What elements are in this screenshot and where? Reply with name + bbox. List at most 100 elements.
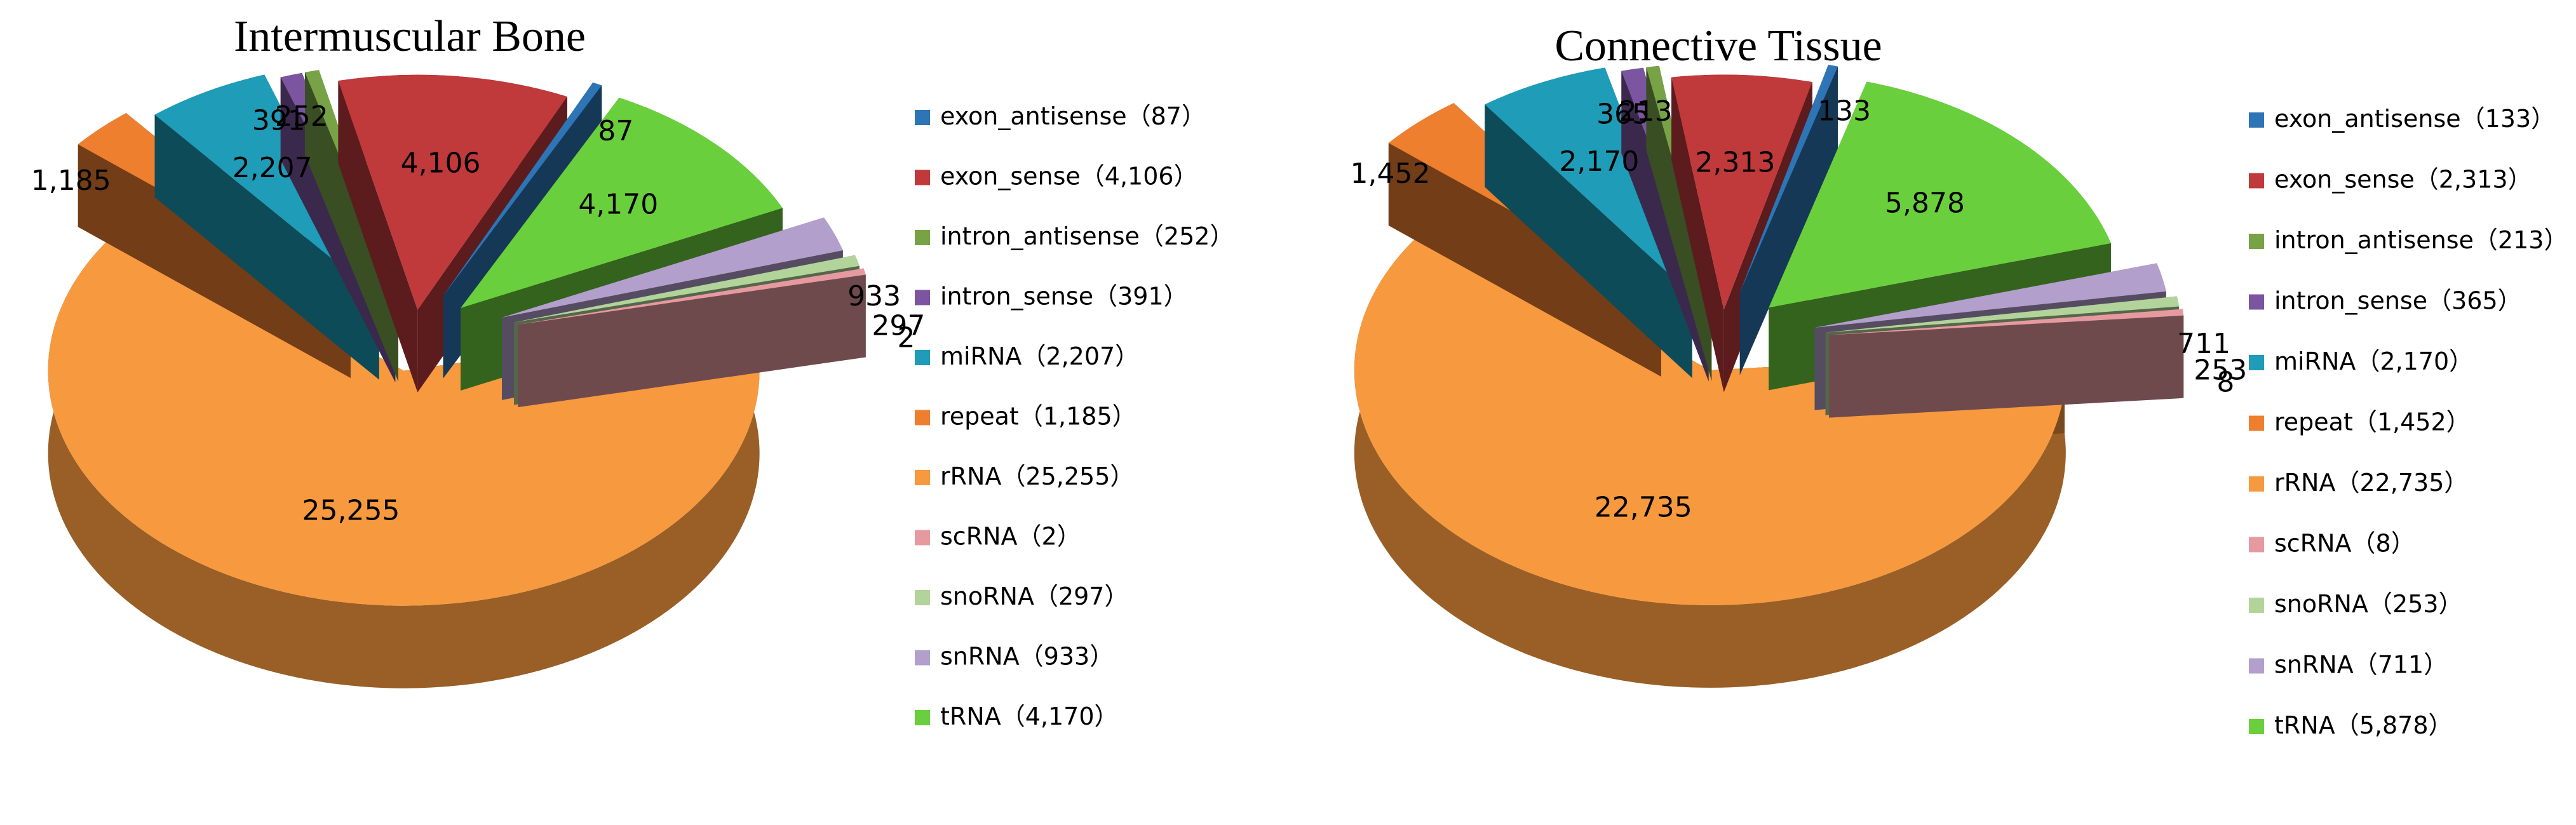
legend-label: snRNA（711） [2274, 651, 2448, 679]
legend: exon_antisense（133） exon_sense（2,313）intr… [2249, 105, 2568, 739]
legend-item-exon-sense: exon_sense（2,313） [2249, 166, 2532, 194]
data-label-repeat: 1,185 [31, 164, 111, 197]
legend-swatch [915, 110, 930, 125]
legend-swatch [2249, 537, 2264, 553]
legend-item-snrna: snRNA（933） [915, 643, 1114, 671]
slice-side [305, 72, 398, 382]
slice-top [1814, 263, 2166, 328]
legend-label: exon_antisense（133） [2274, 105, 2555, 133]
legend-item-intron-sense: intron_sense（391） [915, 283, 1188, 311]
data-label-rrna: 25,255 [302, 494, 400, 527]
legend-item-snorna: snoRNA（253） [2249, 590, 2463, 618]
data-label-trna: 4,170 [578, 189, 658, 221]
legend-swatch [915, 170, 930, 185]
slice-side [1388, 143, 1661, 377]
legend-item-trna: tRNA（4,170） [915, 702, 1119, 730]
data-label-intron-antisense: 252 [275, 100, 328, 133]
slice-side [1646, 67, 1712, 381]
slice-top [1829, 309, 2184, 335]
slice-side [1739, 64, 1829, 375]
legend-label: rRNA（25,255） [940, 462, 1134, 490]
legend-swatch [915, 590, 930, 605]
data-label-exon-antisense: 133 [1817, 95, 1871, 127]
legend-swatch [915, 350, 930, 365]
legend-swatch [915, 410, 930, 426]
legend-label: snRNA（933） [940, 643, 1114, 671]
slice-top [1769, 81, 2111, 308]
pie-slices [48, 70, 866, 688]
legend-label: scRNA（8） [2274, 530, 2415, 558]
legend-label: scRNA（2） [940, 523, 1081, 551]
data-label-trna: 5,878 [1885, 187, 1965, 219]
legend-item-rrna: rRNA（22,735） [2249, 469, 2468, 497]
data-label-snorna: 297 [872, 310, 925, 342]
legend-item-scrna: scRNA（2） [915, 523, 1081, 551]
slice-top [443, 82, 602, 296]
pie-chart-connective-tissue: Connective Tissue 22,73582537115,8781332… [1351, 22, 2568, 739]
legend-label: exon_antisense（87） [940, 102, 1206, 130]
pie-slice-scrna [518, 268, 866, 408]
slice-side [154, 114, 379, 380]
slice-side [78, 144, 351, 379]
legend-swatch [915, 710, 930, 725]
slice-top [1485, 67, 1692, 296]
data-label-scrna: 2 [898, 321, 915, 354]
legend-swatch [2249, 112, 2264, 128]
slice-top [461, 97, 783, 308]
legend-label: exon_sense（2,313） [2274, 166, 2532, 194]
legend-swatch [915, 290, 930, 305]
data-label-repeat: 1,452 [1351, 158, 1431, 190]
legend-label: intron_antisense（213） [2274, 226, 2568, 254]
slice-side [518, 268, 864, 408]
legend-label: rRNA（22,735） [2274, 469, 2468, 497]
legend-label: miRNA（2,207） [940, 342, 1139, 370]
legend-item-exon-antisense: exon_antisense（133） [2249, 105, 2555, 133]
data-label-intron-antisense: 213 [1619, 95, 1672, 128]
legend-swatch [2249, 355, 2264, 370]
legend-label: intron_sense（365） [2274, 287, 2522, 315]
data-label-rrna: 22,735 [1595, 492, 1692, 524]
data-label-intron-sense: 391 [252, 105, 306, 137]
slice-top [1671, 74, 1812, 310]
legend-item-repeat: repeat（1,185） [915, 403, 1136, 431]
legend-item-exon-antisense: exon_antisense（87） [915, 102, 1206, 130]
legend-swatch [2249, 658, 2264, 674]
legend-swatch [2249, 173, 2264, 189]
data-label-snrna: 711 [2177, 328, 2230, 360]
legend-item-mirna: miRNA（2,207） [915, 342, 1139, 370]
slice-side [1671, 77, 1724, 392]
pie-slice-scrna [1829, 309, 2184, 418]
slice-top [338, 74, 567, 310]
legend-label: snoRNA（297） [940, 582, 1129, 610]
slice-top [48, 219, 760, 606]
slice-top [514, 255, 860, 323]
legend-item-rrna: rRNA（25,255） [915, 462, 1134, 490]
data-label-snrna: 933 [847, 280, 901, 312]
chart-title: Connective Tissue [1554, 22, 1882, 70]
legend-item-exon-sense: exon_sense（4,106） [915, 163, 1198, 191]
slice-top [1354, 219, 2066, 605]
data-label-exon-sense: 4,106 [401, 147, 481, 180]
legend-swatch [915, 530, 930, 546]
legend-item-repeat: repeat（1,452） [2249, 408, 2471, 436]
legend-label: repeat（1,185） [940, 403, 1136, 431]
data-label-exon-antisense: 87 [598, 115, 633, 147]
slice-side [1485, 104, 1692, 379]
slice-side [1829, 309, 2183, 418]
legend-label: intron_antisense（252） [940, 222, 1234, 250]
legend-label: tRNA（4,170） [940, 702, 1119, 730]
data-label-mirna: 2,207 [233, 152, 313, 184]
legend-swatch [2249, 415, 2264, 431]
slice-top [1825, 296, 2180, 333]
slice-side [1621, 70, 1709, 382]
legend-label: miRNA（2,170） [2274, 347, 2473, 375]
legend-item-scrna: scRNA（8） [2249, 530, 2415, 558]
legend: exon_antisense（87） exon_sense（4,106）intro… [915, 102, 1234, 730]
legend-swatch [915, 230, 930, 245]
pie-slice-exon-antisense [1739, 64, 1838, 375]
legend-item-trna: tRNA（5,878） [2249, 711, 2453, 739]
legend-label: snoRNA（253） [2274, 590, 2463, 618]
legend-item-intron-antisense: intron_antisense（252） [915, 222, 1234, 250]
